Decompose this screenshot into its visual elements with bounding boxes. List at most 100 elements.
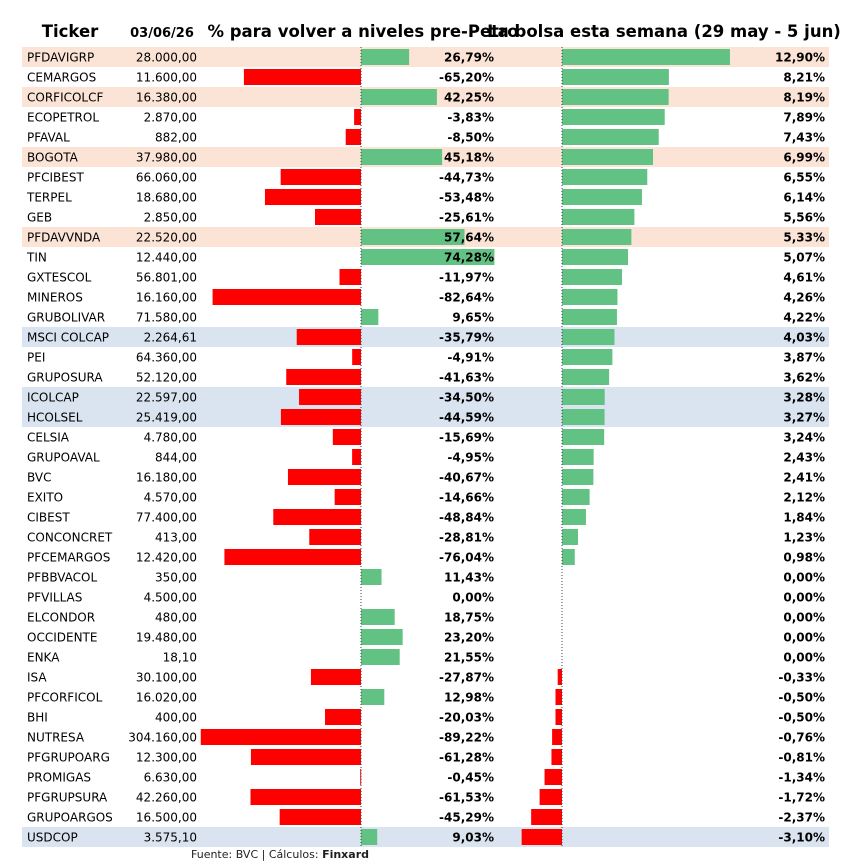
source-footer: Fuente: BVC | Cálculos: Finxard <box>0 848 560 861</box>
price-cell: 42.260,00 <box>136 791 197 805</box>
pre-petro-bar <box>361 609 395 625</box>
footer-source: Fuente: BVC | Cálculos: <box>191 848 323 861</box>
ticker-cell: ICOLCAP <box>27 391 79 405</box>
ticker-cell: MINEROS <box>27 291 83 305</box>
price-cell: 12.440,00 <box>136 251 197 265</box>
ticker-cell: PROMIGAS <box>27 771 91 785</box>
price-cell: 19.480,00 <box>136 631 197 645</box>
bars <box>200 49 730 845</box>
pre-petro-label: -41,63% <box>439 371 494 385</box>
ticker-cell: PFVILLAS <box>27 591 82 605</box>
pre-petro-bar <box>361 309 379 325</box>
row-highlight <box>22 327 829 347</box>
price-cell: 16.500,00 <box>136 811 197 825</box>
price-cell: 2.264,61 <box>144 331 197 345</box>
pre-petro-bar <box>296 329 361 345</box>
pre-petro-bar <box>280 169 361 185</box>
pre-petro-bar <box>310 669 361 685</box>
week-bar <box>562 549 575 565</box>
week-bar <box>555 709 562 725</box>
pre-petro-label: 26,79% <box>444 51 494 65</box>
week-label: -0,81% <box>778 751 825 765</box>
pre-petro-label: 9,03% <box>452 831 494 845</box>
pre-petro-label: -27,87% <box>439 671 494 685</box>
pre-petro-label: -8,50% <box>447 131 494 145</box>
week-label: 4,26% <box>783 291 825 305</box>
pre-petro-bar <box>352 349 361 365</box>
week-label: 5,33% <box>783 231 825 245</box>
price-cell: 16.020,00 <box>136 691 197 705</box>
pre-petro-bar <box>334 489 361 505</box>
week-bar <box>562 429 605 445</box>
week-bar <box>562 109 665 125</box>
pre-petro-bar <box>299 389 361 405</box>
price-cell: 25.419,00 <box>136 411 197 425</box>
pre-petro-label: -15,69% <box>439 431 494 445</box>
week-label: 12,90% <box>775 51 825 65</box>
pre-petro-bar <box>264 189 361 205</box>
pre-petro-label: 23,20% <box>444 631 494 645</box>
price-cell: 350,00 <box>155 571 197 585</box>
pre-petro-label: 45,18% <box>444 151 494 165</box>
price-cell: 11.600,00 <box>136 71 197 85</box>
week-bar <box>562 529 579 545</box>
week-bar <box>562 309 617 325</box>
week-label: 2,41% <box>783 471 825 485</box>
ticker-cell: BVC <box>27 471 51 485</box>
week-label: 6,14% <box>783 191 825 205</box>
ticker-cell: ECOPETROL <box>27 111 99 125</box>
price-cell: 12.300,00 <box>136 751 197 765</box>
week-bar <box>562 229 632 245</box>
week-bar <box>562 169 648 185</box>
pre-petro-label: -20,03% <box>439 711 494 725</box>
ticker-cell: BHI <box>27 711 48 725</box>
week-label: 8,19% <box>783 91 825 105</box>
ticker-cell: PFCIBEST <box>27 171 84 185</box>
ticker-cell: GRUPOARGOS <box>27 811 113 825</box>
ticker-cell: TIN <box>26 251 47 265</box>
pre-petro-label: -3,83% <box>447 111 494 125</box>
pre-petro-label: -11,97% <box>439 271 494 285</box>
week-bar <box>562 209 635 225</box>
column-headers: Ticker 03/06/26 % para volver a niveles … <box>42 22 841 41</box>
week-bar <box>562 69 669 85</box>
week-label: -0,76% <box>778 731 825 745</box>
ticker-cell: MSCI COLCAP <box>27 331 109 345</box>
week-label: 1,84% <box>783 511 825 525</box>
pre-petro-bar <box>345 129 361 145</box>
pre-petro-bar <box>279 809 361 825</box>
week-label: 0,98% <box>783 551 825 565</box>
pre-petro-label: -0,45% <box>447 771 494 785</box>
week-label: -1,34% <box>778 771 825 785</box>
pre-petro-bar <box>250 749 361 765</box>
ticker-cell: TERPEL <box>26 191 72 205</box>
week-bar <box>555 689 562 705</box>
week-label: -0,33% <box>778 671 825 685</box>
pre-petro-bar <box>315 209 361 225</box>
week-label: 2,12% <box>783 491 825 505</box>
pre-petro-bar <box>361 629 403 645</box>
ticker-cell: PFDAVVNDA <box>27 231 101 245</box>
ticker-cell: PEI <box>27 351 45 365</box>
week-bar <box>562 249 629 265</box>
pre-petro-label: -35,79% <box>439 331 494 345</box>
pre-petro-bar <box>273 509 361 525</box>
ticker-cell: ISA <box>27 671 47 685</box>
week-label: 6,55% <box>783 171 825 185</box>
week-bar <box>562 389 605 405</box>
ticker-cell: CONCONCRET <box>27 531 113 545</box>
week-bar <box>562 409 605 425</box>
week-bar <box>557 669 562 685</box>
pre-petro-bar <box>361 149 443 165</box>
price-cell: 52.120,00 <box>136 371 197 385</box>
price-cell: 844,00 <box>155 451 197 465</box>
price-cell: 12.420,00 <box>136 551 197 565</box>
ticker-cell: PFDAVIGRP <box>27 51 94 65</box>
pre-petro-bar <box>243 69 361 85</box>
week-label: 5,56% <box>783 211 825 225</box>
week-bar <box>562 289 618 305</box>
price-cell: 77.400,00 <box>136 511 197 525</box>
row-highlight <box>22 827 829 847</box>
ticker-cell: PFGRUPSURA <box>27 791 108 805</box>
